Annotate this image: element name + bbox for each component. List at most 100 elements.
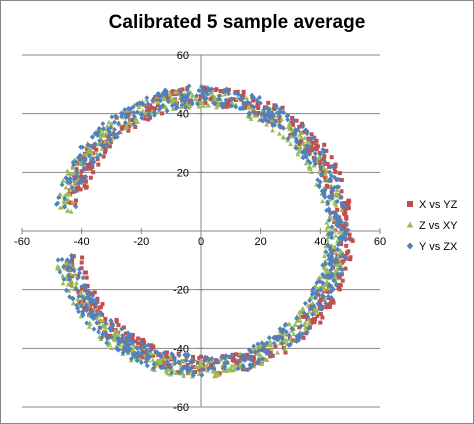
data-point	[176, 352, 182, 359]
data-point	[293, 338, 299, 344]
data-point	[91, 312, 97, 318]
data-point	[319, 198, 325, 204]
data-point	[163, 369, 169, 374]
data-point	[180, 87, 185, 92]
data-point	[318, 296, 323, 301]
data-point	[63, 200, 69, 205]
data-point	[251, 95, 257, 101]
data-point	[327, 177, 332, 183]
data-point	[88, 299, 94, 305]
data-point	[308, 139, 313, 144]
data-point	[165, 350, 170, 355]
data-point	[80, 255, 85, 260]
data-point	[74, 167, 79, 172]
data-point	[256, 111, 261, 116]
data-point	[326, 289, 331, 294]
data-point	[220, 104, 226, 110]
data-point	[131, 121, 136, 127]
data-point	[167, 364, 173, 370]
data-point	[294, 333, 300, 340]
data-point	[325, 162, 330, 167]
data-point	[345, 227, 351, 233]
data-point	[279, 116, 285, 122]
data-point	[338, 219, 344, 225]
data-point	[102, 150, 107, 155]
data-point	[115, 330, 121, 336]
data-point	[75, 296, 81, 302]
data-point	[160, 96, 166, 101]
data-point	[134, 358, 140, 364]
data-point	[81, 154, 86, 159]
data-point	[227, 354, 233, 360]
data-point	[337, 247, 343, 253]
data-point	[168, 355, 174, 360]
data-point	[275, 334, 281, 340]
data-point	[332, 244, 338, 249]
data-point	[73, 188, 78, 194]
data-point	[91, 298, 97, 304]
data-point	[264, 122, 270, 127]
x-tick-label: -60	[14, 236, 30, 248]
data-point	[92, 141, 98, 147]
data-point	[99, 146, 105, 151]
data-point	[130, 340, 136, 346]
data-point	[255, 103, 260, 108]
data-point	[345, 250, 350, 255]
data-point	[115, 336, 121, 342]
data-point	[125, 330, 131, 336]
data-point	[122, 107, 128, 113]
data-point	[209, 363, 214, 368]
data-point	[322, 149, 327, 155]
data-point	[216, 93, 222, 99]
data-point	[156, 360, 162, 365]
data-point	[324, 199, 330, 205]
data-point	[81, 160, 87, 166]
data-point	[268, 354, 273, 359]
data-point	[241, 101, 246, 107]
data-point	[79, 303, 84, 309]
data-point	[76, 185, 81, 190]
data-point	[297, 325, 302, 330]
data-point	[97, 325, 103, 331]
data-point	[66, 272, 71, 278]
data-point	[123, 331, 128, 336]
data-point	[82, 307, 87, 312]
data-point	[99, 334, 105, 341]
data-point	[343, 211, 348, 216]
data-point	[71, 162, 76, 168]
data-point	[190, 372, 196, 378]
data-point	[298, 130, 304, 135]
data-point	[124, 343, 130, 349]
data-point	[91, 145, 96, 150]
data-point	[328, 259, 334, 265]
data-point	[346, 202, 351, 207]
data-point	[138, 345, 144, 351]
data-point	[282, 322, 288, 328]
data-point	[309, 321, 314, 326]
data-point	[340, 278, 345, 283]
data-point	[71, 189, 76, 194]
data-point	[234, 352, 239, 357]
data-point	[108, 137, 113, 143]
y-tick-label: -40	[173, 343, 189, 355]
data-point	[116, 129, 122, 136]
data-point	[339, 189, 344, 194]
data-point	[133, 339, 138, 344]
data-point	[100, 302, 105, 307]
data-point	[189, 101, 195, 107]
data-point	[82, 152, 88, 157]
data-point	[269, 345, 275, 351]
data-point	[79, 300, 85, 306]
data-point	[329, 195, 335, 201]
data-point	[158, 354, 164, 360]
data-point	[207, 359, 213, 364]
data-point	[302, 135, 307, 140]
data-point	[252, 113, 257, 118]
data-point	[212, 94, 218, 99]
data-point	[273, 118, 279, 124]
data-point	[84, 147, 89, 152]
data-point	[333, 203, 339, 208]
data-point	[287, 121, 292, 126]
data-point	[67, 192, 73, 197]
data-point	[55, 200, 61, 206]
